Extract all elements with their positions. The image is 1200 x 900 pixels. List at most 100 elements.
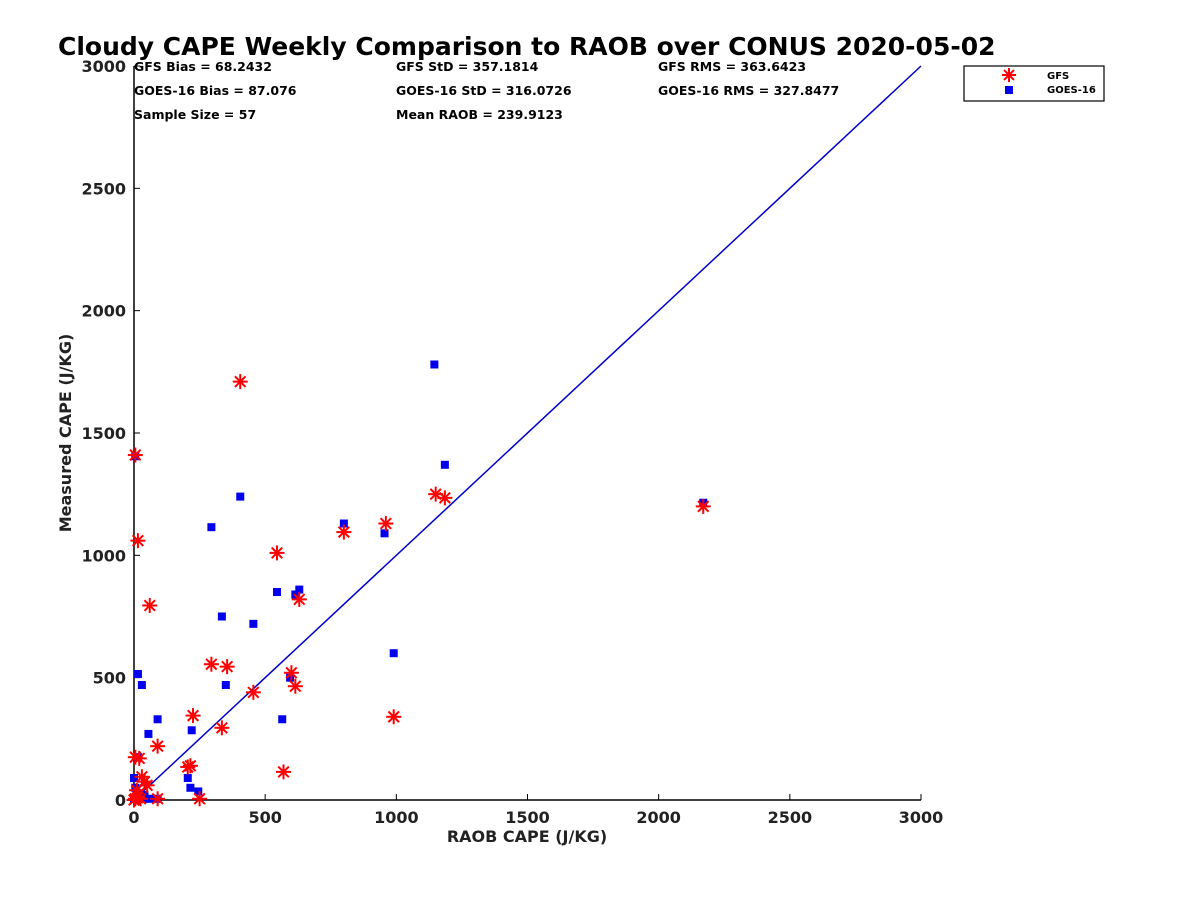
legend-goes16-square <box>1005 86 1013 94</box>
gfs-point <box>142 597 158 613</box>
asterisk-stroke <box>270 546 283 559</box>
x-tick-label: 2500 <box>768 808 813 827</box>
goes16-point <box>286 673 295 682</box>
asterisk-stroke <box>293 593 306 606</box>
goes16-point <box>153 715 162 724</box>
stat-mean-raob: Mean RAOB = 239.9123 <box>396 107 563 122</box>
goes16-point <box>207 523 216 532</box>
asterisk-stroke <box>337 526 350 539</box>
gfs-point <box>180 759 196 775</box>
legend-label-goes16: GOES-16 <box>1047 85 1096 96</box>
series-gfs <box>126 374 711 808</box>
asterisk-stroke <box>127 793 141 807</box>
x-tick-label: 1000 <box>374 808 419 827</box>
x-tick-label: 2000 <box>636 808 681 827</box>
asterisk-stroke <box>379 517 392 530</box>
stat-goes-rms: GOES-16 RMS = 327.8477 <box>658 83 839 98</box>
asterisk-stroke <box>181 760 194 773</box>
gfs-point <box>214 720 230 736</box>
gfs-point <box>428 486 444 502</box>
asterisk-stroke <box>1003 69 1015 81</box>
x-axis-label: RAOB CAPE (J/KG) <box>447 827 607 846</box>
x-tick-label: 0 <box>128 808 139 827</box>
y-tick-label: 1500 <box>81 424 126 443</box>
asterisk-stroke <box>277 765 290 778</box>
chart-title: Cloudy CAPE Weekly Comparison to RAOB ov… <box>58 32 996 61</box>
asterisk-stroke <box>131 534 144 547</box>
gfs-point <box>437 490 453 506</box>
gfs-point <box>378 516 394 532</box>
gfs-point <box>283 665 299 681</box>
goes16-point <box>430 360 439 369</box>
y-axis-label: Measured CAPE (J/KG) <box>56 334 75 533</box>
x-tick-label: 1500 <box>505 808 550 827</box>
x-tick-label: 500 <box>248 808 281 827</box>
goes16-point <box>217 612 226 621</box>
x-axis-ticks: 0 500 1000 1500 2000 2500 3000 <box>128 794 943 827</box>
asterisk-stroke <box>141 779 154 792</box>
y-tick-label: 0 <box>115 791 126 810</box>
asterisk-stroke <box>143 599 156 612</box>
stat-goes-bias: GOES-16 Bias = 87.076 <box>134 83 297 98</box>
asterisk-stroke <box>247 686 260 699</box>
goes16-point <box>295 585 304 594</box>
goes16-point <box>183 773 192 782</box>
goes16-point <box>440 460 449 469</box>
legend: GFS GOES-16 <box>963 65 1105 102</box>
asterisk-stroke <box>429 488 442 501</box>
gfs-point <box>130 533 146 549</box>
goes16-point <box>130 773 138 782</box>
legend-gfs-asterisk-icon <box>1002 68 1016 82</box>
goes16-point <box>133 669 142 678</box>
gfs-point <box>245 684 261 700</box>
legend-gfs-asterisk <box>1002 68 1016 82</box>
asterisk-stroke <box>438 491 451 504</box>
stat-gfs-std: GFS StD = 357.1814 <box>396 59 539 74</box>
y-axis-ticks: 0 500 1000 1500 2000 2500 3000 <box>81 57 140 810</box>
gfs-point <box>276 764 292 780</box>
stat-gfs-rms: GFS RMS = 363.6423 <box>658 59 806 74</box>
statistics-block: GFS Bias = 68.2432 GFS StD = 357.1814 GF… <box>134 59 839 122</box>
goes16-point <box>272 588 281 597</box>
one-to-one-reference-line <box>133 65 922 801</box>
y-tick-label: 1000 <box>81 546 126 565</box>
goes16-point <box>278 715 287 724</box>
goes16-point <box>144 729 153 738</box>
goes16-point <box>137 681 146 690</box>
goes16-point <box>236 492 245 501</box>
asterisk-stroke <box>697 500 710 513</box>
gfs-point <box>269 545 285 561</box>
gfs-point <box>203 656 219 672</box>
y-tick-label: 2500 <box>81 179 126 198</box>
goes16-point <box>194 787 203 796</box>
gfs-point <box>232 374 248 390</box>
asterisk-stroke <box>234 375 247 388</box>
gfs-point <box>126 792 142 808</box>
legend-goes16-square-icon <box>1005 86 1013 94</box>
goes16-point <box>145 794 154 803</box>
asterisk-stroke <box>289 680 302 693</box>
gfs-point <box>336 524 352 540</box>
gfs-point <box>127 447 143 463</box>
asterisk-stroke <box>151 740 164 753</box>
asterisk-stroke <box>151 792 164 805</box>
asterisk-stroke <box>187 709 200 722</box>
asterisk-stroke <box>205 658 218 671</box>
y-tick-label: 3000 <box>81 57 126 76</box>
asterisk-stroke <box>215 721 228 734</box>
stat-gfs-bias: GFS Bias = 68.2432 <box>134 59 272 74</box>
asterisk-stroke <box>193 792 206 805</box>
goes16-point <box>221 681 230 690</box>
asterisk-stroke <box>133 752 146 765</box>
gfs-point <box>150 738 166 754</box>
legend-box <box>963 65 1105 102</box>
y-tick-label: 2000 <box>81 302 126 321</box>
asterisk-stroke <box>135 770 148 783</box>
asterisk-stroke <box>387 710 400 723</box>
gfs-point <box>185 708 201 724</box>
gfs-point <box>287 678 303 694</box>
asterisk-stroke <box>221 660 234 673</box>
asterisk-stroke <box>129 449 142 462</box>
